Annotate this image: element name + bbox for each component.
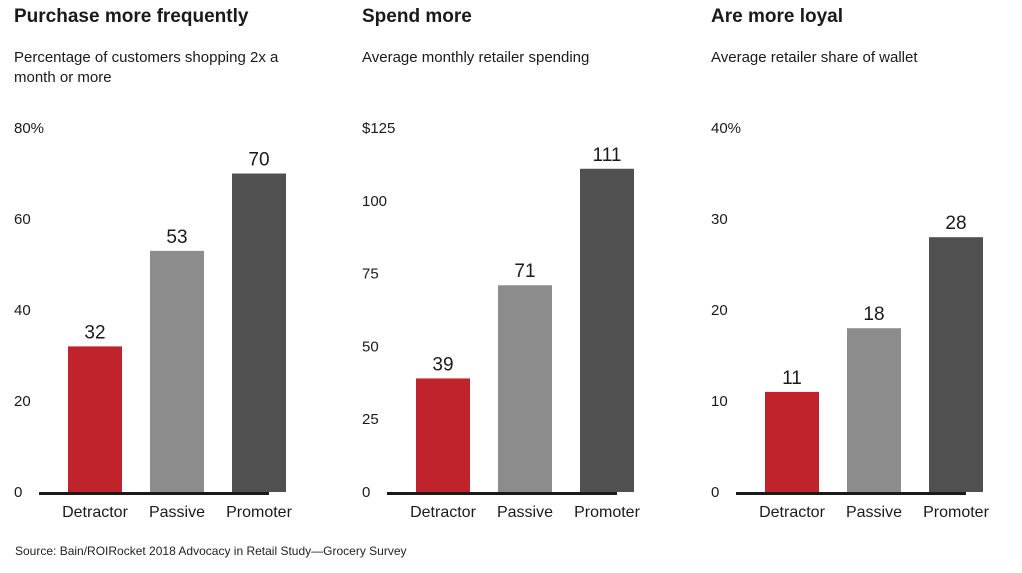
x-tick-label: Passive <box>497 504 553 521</box>
bar-promoter <box>929 237 983 492</box>
bar-detractor <box>416 378 470 492</box>
bar-chart-more-loyal: 0 10 20 30 40% 11 Detractor 18 Passive 28 Promoter <box>711 120 990 521</box>
bar-passive <box>498 285 552 492</box>
y-tick-label: 25 <box>362 411 379 428</box>
data-label: 18 <box>863 304 884 325</box>
x-tick-label: Detractor <box>62 504 128 521</box>
x-tick-label: Promoter <box>226 504 292 521</box>
chart-panel-more-loyal: Are more loyal Average retailer share of… <box>711 0 1021 540</box>
bar-chart-purchase-frequency: 0 20 40 60 80% 32 Detractor 53 Passive 70 Promoter <box>14 120 293 521</box>
bar-detractor <box>68 346 122 492</box>
x-tick-label: Detractor <box>759 504 825 521</box>
bar-passive <box>847 328 901 492</box>
y-tick-label: 0 <box>711 484 719 501</box>
data-label: 11 <box>782 368 802 389</box>
data-label: 32 <box>84 322 105 343</box>
chart-title: Spend more <box>362 6 472 27</box>
y-tick-label: 40 <box>14 302 31 319</box>
y-tick-label: 60 <box>14 211 31 228</box>
data-label: 39 <box>432 354 453 375</box>
y-tick-label: 10 <box>711 393 728 410</box>
chart-title: Are more loyal <box>711 6 843 27</box>
chart-title: Purchase more frequently <box>14 6 249 27</box>
data-label: 53 <box>166 227 187 248</box>
data-label: 28 <box>945 213 966 234</box>
chart-subtitle: Average monthly retailer spending <box>362 49 590 66</box>
bar-chart-spend-more: 0 25 50 75 100 $125 39 Detractor 71 Passive 111 Pro… <box>362 120 641 521</box>
chart-subtitle: Average retailer share of wallet <box>711 49 918 66</box>
bar-promoter <box>580 168 634 492</box>
x-tick-label: Promoter <box>923 504 989 521</box>
y-tick-label: 80% <box>14 120 44 137</box>
chart-panel-purchase-frequency: Purchase more frequently Percentage of c… <box>14 0 344 540</box>
bar-passive <box>150 250 204 492</box>
y-tick-label: $125 <box>362 120 395 137</box>
y-tick-label: 0 <box>14 484 22 501</box>
x-tick-label: Detractor <box>410 504 476 521</box>
bar-promoter <box>232 173 286 492</box>
x-tick-label: Passive <box>846 504 902 521</box>
y-tick-label: 20 <box>14 393 31 410</box>
y-tick-label: 100 <box>362 193 387 210</box>
data-label: 71 <box>514 261 535 282</box>
x-tick-label: Promoter <box>574 504 640 521</box>
y-tick-label: 30 <box>711 211 728 228</box>
x-tick-label: Passive <box>149 504 205 521</box>
y-tick-label: 40% <box>711 120 741 137</box>
bar-detractor <box>765 391 819 492</box>
y-tick-label: 0 <box>362 484 370 501</box>
data-label: 70 <box>248 150 269 171</box>
data-label: 111 <box>593 145 622 166</box>
chart-subtitle: Percentage of customers shopping 2x a mo… <box>14 49 279 86</box>
y-tick-label: 50 <box>362 338 379 355</box>
chart-panel-spend-more: Spend more Average monthly retailer spen… <box>362 0 692 540</box>
source-note: Source: Bain/ROIRocket 2018 Advocacy in … <box>15 544 407 558</box>
y-tick-label: 75 <box>362 266 379 283</box>
y-tick-label: 20 <box>711 302 728 319</box>
